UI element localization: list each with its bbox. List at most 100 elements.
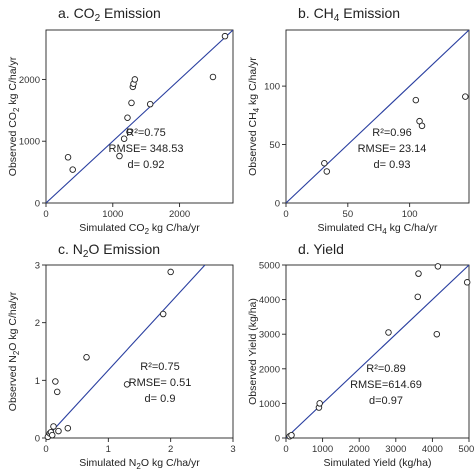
y-tick-label: 4000: [259, 295, 280, 306]
data-point: [146, 100, 154, 108]
stat-label: R²=0.75: [126, 127, 165, 139]
data-point: [128, 99, 135, 107]
y-tick-label: 0: [275, 199, 280, 210]
panel-title: a. CO2 Emission: [58, 5, 161, 24]
data-point: [126, 128, 133, 136]
stat-label: RMSE= 0.51: [129, 377, 192, 389]
y-axis-label-sub: 2: [12, 107, 21, 112]
x-tick-label: 5000: [458, 444, 474, 455]
y-tick-label: 1000: [19, 137, 40, 148]
data-point: [415, 270, 422, 277]
y-tick-label: 2000: [19, 75, 40, 86]
data-point: [64, 424, 72, 432]
panel-title-main: b. CH: [298, 5, 334, 21]
y-axis-label-main: Observed N: [7, 355, 19, 411]
y-tick-label: 3: [35, 261, 40, 272]
y-axis-label-main: Observed CO: [7, 112, 19, 176]
x-tick-label: 3000: [385, 444, 406, 455]
y-axis-label: Observed N2O kg C/ha/yr: [7, 291, 21, 411]
panel-title-main: d. Yield: [298, 241, 344, 257]
y-axis-label-tail: kg C/ha/yr: [7, 56, 19, 107]
x-tick-label: 1000: [102, 209, 123, 220]
data-point: [120, 135, 128, 142]
x-axis-label-sub: 2: [145, 227, 150, 236]
fit-line: [46, 30, 233, 203]
data-point: [463, 279, 471, 286]
plot-frame: [285, 264, 470, 439]
x-axis-label: Simulated CH4 kg C/ha/yr: [317, 222, 438, 236]
fit-line: [286, 30, 469, 203]
x-tick-label: 0: [283, 444, 288, 455]
y-axis-label: Observed CO2 kg C/ha/yr: [7, 56, 21, 176]
x-tick-label: 3: [230, 444, 235, 455]
data-point: [124, 114, 131, 121]
y-axis-label-main: Observed Yield (kg/ha): [247, 298, 259, 405]
y-tick-label: 3000: [259, 330, 280, 341]
y-tick-label: 1000: [259, 399, 280, 410]
y-tick-label: 2000: [259, 364, 280, 375]
data-point: [123, 381, 131, 388]
x-axis-label: Simulated Yield (kg/ha): [324, 457, 432, 469]
x-axis-label-main: Simulated N: [79, 457, 136, 469]
panel-title: d. Yield: [298, 241, 344, 257]
y-tick-label: 2: [35, 318, 40, 329]
y-tick-label: 50: [269, 140, 280, 151]
x-axis-label-tail: kg C/ha/yr: [387, 222, 438, 234]
data-point: [50, 423, 57, 430]
data-point: [323, 168, 331, 175]
stat-label: R²=0.96: [372, 127, 411, 139]
stat-label: d= 0.92: [127, 159, 164, 171]
x-tick-label: 100: [402, 209, 418, 220]
x-axis-label-tail: kg C/ha/yr: [149, 222, 200, 234]
data-point: [321, 160, 328, 167]
y-axis-label-tail: kg C/ha/yr: [247, 57, 259, 108]
data-point: [116, 152, 123, 160]
stat-label: RMSE= 348.53: [109, 143, 184, 155]
x-axis-label-main: Simulated CO: [79, 222, 144, 234]
y-tick-label: 0: [275, 434, 280, 445]
plot-frame: [285, 29, 470, 204]
data-point: [52, 378, 59, 385]
stat-label: R²=0.75: [140, 361, 179, 373]
y-axis-label-main: Observed CH: [247, 112, 259, 176]
data-point: [159, 310, 167, 318]
panel-4: d. Yield 0 1000 2000 3000 4000 5000 0 1000 2000 30…: [247, 241, 474, 469]
fit-line: [46, 265, 206, 438]
y-axis-label-sub: 2: [12, 350, 21, 355]
stat-label: d= 0.93: [373, 159, 410, 171]
data-point: [221, 32, 229, 40]
x-axis-label: Simulated CO2 kg C/ha/yr: [79, 222, 200, 236]
x-axis-label-sub: 4: [382, 227, 387, 236]
x-axis-label-tail: O kg C/ha/yr: [141, 457, 200, 469]
plot-frame: [45, 29, 234, 204]
x-tick-label: 1: [106, 444, 111, 455]
y-axis-label-tail: O kg C/ha/yr: [7, 291, 19, 350]
x-tick-label: 2000: [169, 209, 190, 220]
panel-title: c. N2O Emission: [58, 241, 160, 260]
x-tick-label: 0: [43, 444, 48, 455]
stat-label: d=0.97: [369, 395, 403, 407]
y-tick-label: 100: [264, 82, 280, 93]
data-point: [433, 330, 441, 338]
y-axis-label: Observed Yield (kg/ha): [247, 298, 259, 405]
y-axis-label: Observed CH4 kg C/ha/yr: [247, 57, 261, 176]
data-point: [418, 122, 426, 130]
data-point: [53, 388, 61, 396]
panel-title-main: a. CO: [58, 5, 95, 21]
data-point: [69, 166, 76, 173]
panel-title-main: c. N: [58, 241, 83, 257]
data-point: [167, 268, 174, 276]
plot-frame: [45, 264, 234, 439]
data-point: [48, 431, 56, 439]
data-point: [131, 76, 139, 83]
panel-title: b. CH4 Emission: [298, 5, 400, 24]
data-point: [288, 431, 295, 439]
panel-title-tail: Emission: [339, 5, 400, 21]
data-point: [316, 400, 323, 407]
x-axis-label-main: Simulated Yield (kg/ha): [324, 457, 432, 469]
data-point: [209, 73, 217, 81]
